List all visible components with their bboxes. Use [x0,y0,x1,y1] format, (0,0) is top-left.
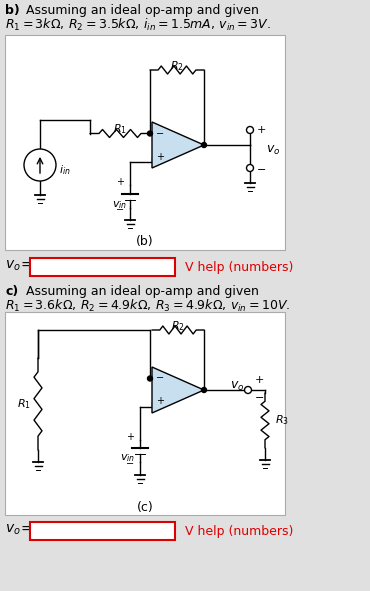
Text: b): b) [5,4,20,17]
Text: =: = [20,523,31,537]
Circle shape [148,376,152,381]
Text: (b): (b) [136,235,154,248]
Circle shape [202,388,206,392]
Text: $v_{in}$: $v_{in}$ [120,452,135,464]
Text: $v_o$: $v_o$ [266,144,280,157]
Circle shape [202,142,206,148]
Text: −: − [255,393,265,403]
Text: c): c) [5,285,18,298]
Circle shape [246,164,253,171]
Polygon shape [152,367,204,413]
FancyBboxPatch shape [5,312,285,515]
FancyBboxPatch shape [30,522,175,540]
Text: +: + [156,397,164,407]
Text: −: − [116,205,124,215]
Text: $R_1 = 3.6k\Omega,\, R_2 = 4.9k\Omega,\, R_3 = 4.9k\Omega,\, v_{in} = 10V.$: $R_1 = 3.6k\Omega,\, R_2 = 4.9k\Omega,\,… [5,298,290,314]
FancyBboxPatch shape [5,35,285,250]
Text: $R_1$: $R_1$ [113,122,127,137]
Text: +: + [116,177,124,187]
Text: $v_o$: $v_o$ [5,259,21,274]
Text: $R_2$: $R_2$ [170,59,184,73]
Text: −: − [156,128,164,138]
Text: Assuming an ideal op-amp and given: Assuming an ideal op-amp and given [22,285,259,298]
Circle shape [24,149,56,181]
Circle shape [148,131,152,136]
FancyBboxPatch shape [30,258,175,276]
Circle shape [246,126,253,134]
Text: −: − [126,459,134,469]
Text: Assuming an ideal op-amp and given: Assuming an ideal op-amp and given [22,4,259,17]
Text: −: − [257,165,266,175]
Text: +: + [255,375,265,385]
Circle shape [245,387,252,394]
Text: $R_1$: $R_1$ [17,397,31,411]
Text: $R_2$: $R_2$ [171,319,185,333]
Text: $R_3$: $R_3$ [275,414,289,427]
Text: −: − [156,374,164,384]
Text: +: + [257,125,266,135]
Text: V help (numbers): V help (numbers) [185,261,293,274]
Text: $R_1 = 3k\Omega,\, R_2 = 3.5k\Omega,\, i_{in} = 1.5mA,\, v_{in} = 3V.$: $R_1 = 3k\Omega,\, R_2 = 3.5k\Omega,\, i… [5,17,271,33]
Text: $v_o$: $v_o$ [5,523,21,537]
Text: $v_{in}$: $v_{in}$ [112,199,127,211]
Text: =: = [20,259,31,273]
Text: $i_{in}$: $i_{in}$ [59,163,71,177]
Text: $v_o$: $v_o$ [230,379,244,392]
Polygon shape [152,122,204,168]
Text: +: + [126,432,134,442]
Text: +: + [156,151,164,161]
Text: V help (numbers): V help (numbers) [185,524,293,537]
Text: (c): (c) [137,501,154,514]
